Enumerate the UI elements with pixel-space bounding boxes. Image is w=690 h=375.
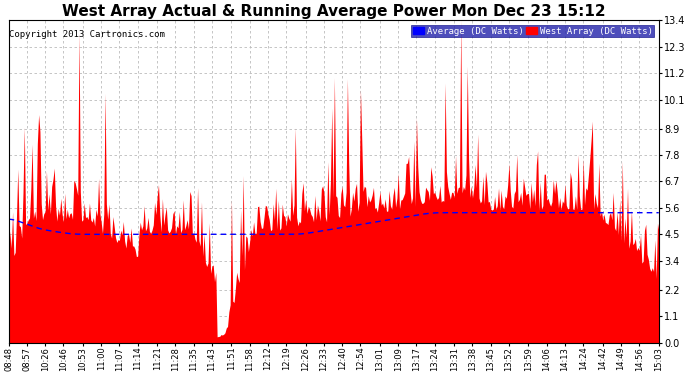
Legend: Average (DC Watts), West Array (DC Watts): Average (DC Watts), West Array (DC Watts… (411, 25, 654, 38)
Text: Copyright 2013 Cartronics.com: Copyright 2013 Cartronics.com (10, 30, 165, 39)
Title: West Array Actual & Running Average Power Mon Dec 23 15:12: West Array Actual & Running Average Powe… (62, 4, 606, 19)
